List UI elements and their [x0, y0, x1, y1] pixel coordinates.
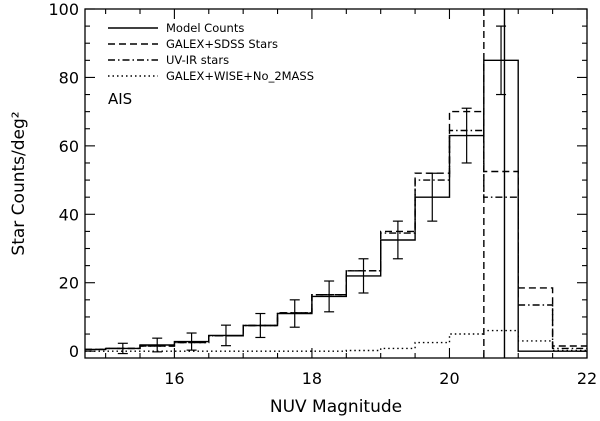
- error-bar: [186, 332, 197, 351]
- x-tick-label: 20: [439, 369, 459, 388]
- error-bar: [152, 337, 163, 353]
- y-tick-label: 40: [59, 205, 79, 224]
- error-bars-layer: [117, 25, 507, 355]
- series-galex-wise-no-2mass: [85, 329, 587, 352]
- vertical-lines-layer: [483, 9, 506, 358]
- y-tick-label: 20: [59, 274, 79, 293]
- legend: Model Counts GALEX+SDSS Stars UV-IR star…: [108, 21, 314, 83]
- error-bar: [255, 312, 266, 339]
- y-axis-label: Star Counts/deg²: [9, 111, 29, 255]
- legend-label-model-counts: Model Counts: [166, 21, 244, 35]
- series-layer: [85, 59, 587, 352]
- x-tick-label: 18: [302, 369, 322, 388]
- x-tick-label: 16: [164, 369, 184, 388]
- y-tick-label: 100: [48, 0, 79, 19]
- error-bar: [461, 107, 472, 164]
- x-axis-label: NUV Magnitude: [270, 397, 402, 417]
- error-bar: [427, 172, 438, 222]
- series-uv-ir-stars: [85, 129, 587, 351]
- ticks-layer: 16 18 20 22 0 20 40 60 80 100: [48, 0, 597, 388]
- survey-annotation: AIS: [108, 90, 132, 108]
- legend-label-galex-sdss: GALEX+SDSS Stars: [166, 37, 278, 51]
- legend-label-uv-ir: UV-IR stars: [166, 53, 229, 67]
- x-tick-label: 22: [577, 369, 597, 388]
- error-bar: [117, 342, 128, 355]
- error-bar: [392, 220, 403, 260]
- error-bar: [324, 280, 335, 313]
- y-tick-label: 0: [69, 342, 79, 361]
- error-bar: [289, 299, 300, 328]
- legend-label-galex-wise: GALEX+WISE+No_2MASS: [166, 69, 314, 83]
- series-galex-sdss-stars: [85, 110, 587, 351]
- y-tick-label: 80: [59, 68, 79, 87]
- error-bar: [496, 25, 507, 96]
- error-bar: [358, 258, 369, 294]
- y-tick-label: 60: [59, 137, 79, 156]
- series-model-counts: [85, 59, 587, 352]
- plot-frame: [84, 8, 588, 359]
- error-bar: [220, 324, 231, 347]
